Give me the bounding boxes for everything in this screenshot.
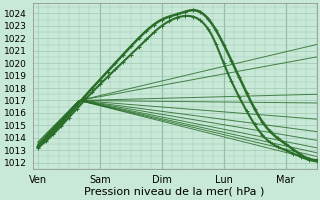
X-axis label: Pression niveau de la mer( hPa ): Pression niveau de la mer( hPa )	[84, 187, 265, 197]
